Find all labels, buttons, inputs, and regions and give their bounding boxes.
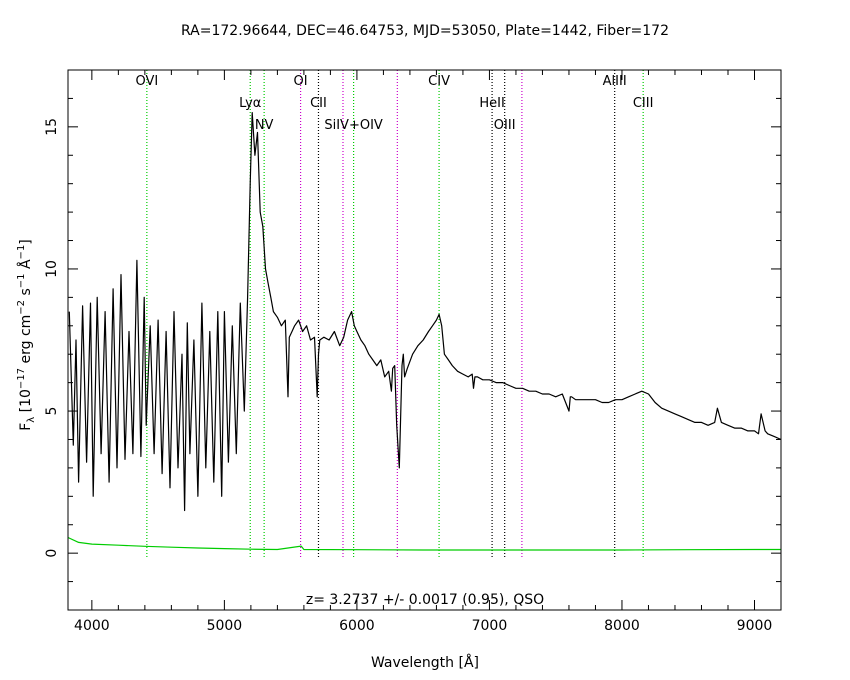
emission-line-label: AlIII: [603, 74, 627, 89]
emission-line-label: CII: [310, 96, 327, 111]
emission-line-label: NV: [255, 118, 274, 133]
emission-line-label: SiIV+OIV: [324, 118, 383, 133]
emission-line-label: HeII: [479, 96, 504, 111]
chart-title: RA=172.96644, DEC=46.64753, MJD=53050, P…: [181, 23, 669, 39]
redshift-annotation: z= 3.2737 +/- 0.0017 (0.95), QSO: [306, 592, 544, 608]
x-tick-label: 6000: [339, 618, 375, 634]
x-tick-label: 8000: [604, 618, 640, 634]
emission-line-label: CIV: [428, 74, 450, 89]
error-series-line: [67, 536, 781, 551]
x-tick-label: 9000: [737, 618, 773, 634]
y-tick-label: 0: [44, 549, 60, 558]
emission-line-label: OVI: [135, 74, 158, 89]
emission-line-label: OIII: [494, 118, 516, 133]
flux-series-line: [68, 111, 782, 512]
y-axis-label: Fλ [10−17 erg cm−2 s−1 Å−1]: [16, 239, 37, 431]
y-tick-label: 15: [44, 118, 60, 136]
y-tick-label: 10: [44, 260, 60, 278]
emission-line-label: CIII: [633, 96, 654, 111]
x-tick-label: 4000: [74, 618, 110, 634]
x-tick-label: 5000: [207, 618, 243, 634]
y-tick-label: 5: [44, 407, 60, 416]
plot-frame: [67, 69, 782, 611]
x-tick-label: 7000: [472, 618, 508, 634]
emission-line-label: OI: [294, 74, 308, 89]
x-axis-label: Wavelength [Å]: [371, 654, 479, 671]
emission-line-label: Lyα: [239, 96, 261, 111]
